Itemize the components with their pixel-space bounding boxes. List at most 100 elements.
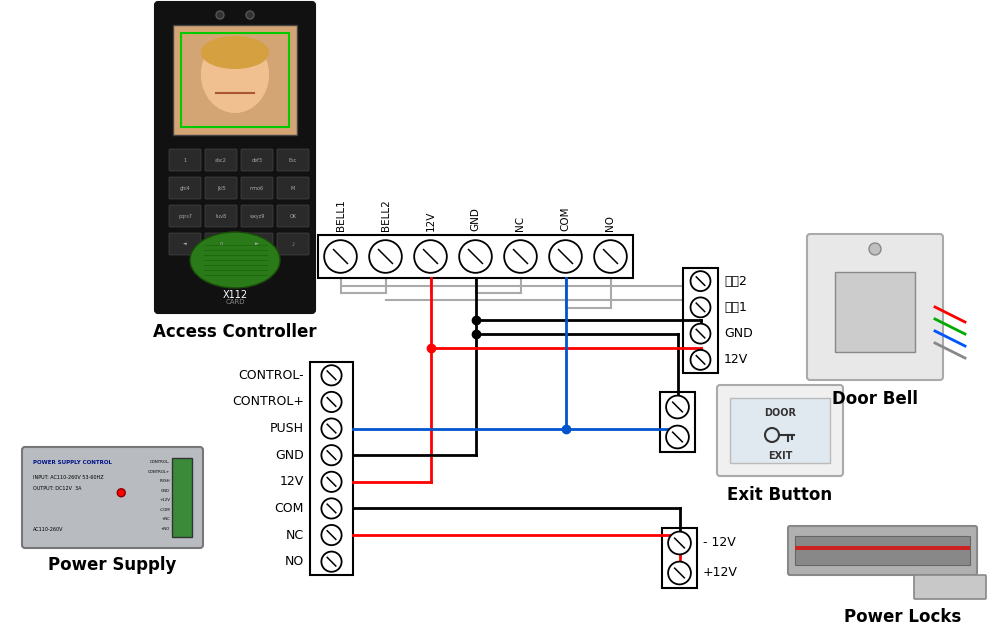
Bar (660, 392, 695, 452)
Circle shape (321, 445, 342, 465)
Circle shape (216, 11, 224, 19)
Bar (173, 25, 297, 135)
Text: ◄: ◄ (183, 242, 187, 247)
Text: ghi4: ghi4 (180, 185, 190, 190)
FancyBboxPatch shape (241, 177, 273, 199)
Text: Door Bell: Door Bell (832, 390, 918, 408)
Text: PUSH: PUSH (159, 479, 170, 483)
Circle shape (369, 240, 402, 273)
Text: X112: X112 (222, 290, 248, 300)
Bar (683, 268, 718, 373)
Bar (181, 33, 289, 127)
Text: 12V: 12V (426, 211, 436, 231)
Circle shape (324, 240, 357, 273)
Text: NO: NO (606, 215, 616, 231)
Text: CARD: CARD (225, 299, 245, 305)
Text: +12V: +12V (703, 567, 738, 579)
Bar (172, 458, 192, 537)
Text: +NC: +NC (161, 517, 170, 521)
FancyBboxPatch shape (22, 447, 203, 548)
Circle shape (691, 350, 710, 370)
Circle shape (691, 271, 710, 291)
FancyBboxPatch shape (717, 385, 843, 476)
Text: GND: GND (275, 449, 304, 462)
FancyBboxPatch shape (169, 233, 201, 255)
Circle shape (666, 395, 689, 419)
Text: 12V: 12V (280, 476, 304, 488)
Circle shape (668, 562, 691, 585)
Text: EXIT: EXIT (768, 451, 792, 461)
Circle shape (414, 240, 447, 273)
Circle shape (869, 243, 881, 255)
Text: GND: GND (161, 488, 170, 492)
Text: ►: ► (255, 242, 259, 247)
Text: AC110-260V: AC110-260V (33, 527, 64, 532)
Text: 信号2: 信号2 (724, 274, 747, 288)
Circle shape (321, 392, 342, 412)
Circle shape (459, 240, 492, 273)
FancyBboxPatch shape (241, 205, 273, 227)
Text: +NO: +NO (161, 526, 170, 531)
FancyBboxPatch shape (205, 149, 237, 171)
Circle shape (549, 240, 582, 273)
Bar (835, 272, 915, 352)
Bar (730, 398, 830, 463)
Circle shape (594, 240, 627, 273)
Text: pqrs7: pqrs7 (178, 213, 192, 219)
Text: OUTPUT: DC12V  3A: OUTPUT: DC12V 3A (33, 486, 82, 491)
FancyBboxPatch shape (155, 2, 315, 313)
Bar (662, 528, 697, 588)
Circle shape (691, 297, 710, 317)
Text: 0: 0 (219, 242, 223, 247)
FancyBboxPatch shape (788, 526, 977, 575)
Text: BELL2: BELL2 (380, 199, 390, 231)
FancyBboxPatch shape (914, 575, 986, 599)
Bar (310, 362, 353, 575)
FancyBboxPatch shape (205, 205, 237, 227)
Text: -COM: -COM (159, 508, 170, 512)
Ellipse shape (190, 232, 280, 288)
Circle shape (117, 488, 125, 497)
Text: COM: COM (275, 502, 304, 515)
Text: NC: NC (286, 529, 304, 542)
Text: COM: COM (560, 206, 570, 231)
Text: CONTROL-: CONTROL- (238, 369, 304, 382)
FancyBboxPatch shape (205, 233, 237, 255)
Text: CONTROL+: CONTROL+ (148, 469, 170, 474)
FancyBboxPatch shape (169, 205, 201, 227)
Circle shape (321, 525, 342, 545)
Text: M: M (291, 185, 295, 190)
Text: CONTROL+: CONTROL+ (232, 395, 304, 408)
Text: CONTROL-: CONTROL- (150, 460, 170, 464)
Text: 12V: 12V (724, 353, 748, 367)
Text: GND: GND (471, 207, 480, 231)
Circle shape (666, 426, 689, 449)
Text: BELL1: BELL1 (336, 199, 346, 231)
Circle shape (321, 498, 342, 519)
Text: INPUT: AC110-260V 53-60HZ: INPUT: AC110-260V 53-60HZ (33, 475, 104, 480)
Text: GND: GND (724, 327, 753, 340)
Circle shape (321, 551, 342, 572)
Text: OK: OK (290, 213, 297, 219)
Bar (318, 235, 633, 278)
Circle shape (668, 531, 691, 554)
Text: +12V: +12V (159, 498, 170, 502)
Text: POWER SUPPLY CONTROL: POWER SUPPLY CONTROL (33, 460, 112, 465)
FancyBboxPatch shape (241, 149, 273, 171)
Text: PUSH: PUSH (270, 422, 304, 435)
Text: DOOR: DOOR (764, 408, 796, 418)
Text: NO: NO (285, 555, 304, 568)
Ellipse shape (201, 36, 269, 113)
Ellipse shape (201, 36, 269, 69)
Circle shape (321, 472, 342, 492)
Text: Exit Button: Exit Button (727, 486, 833, 504)
FancyBboxPatch shape (241, 233, 273, 255)
FancyBboxPatch shape (277, 205, 309, 227)
Bar (795, 546, 970, 550)
Circle shape (246, 11, 254, 19)
Text: wxyz9: wxyz9 (249, 213, 265, 219)
Circle shape (321, 419, 342, 438)
FancyBboxPatch shape (277, 149, 309, 171)
Text: def3: def3 (252, 158, 263, 163)
Circle shape (321, 365, 342, 385)
